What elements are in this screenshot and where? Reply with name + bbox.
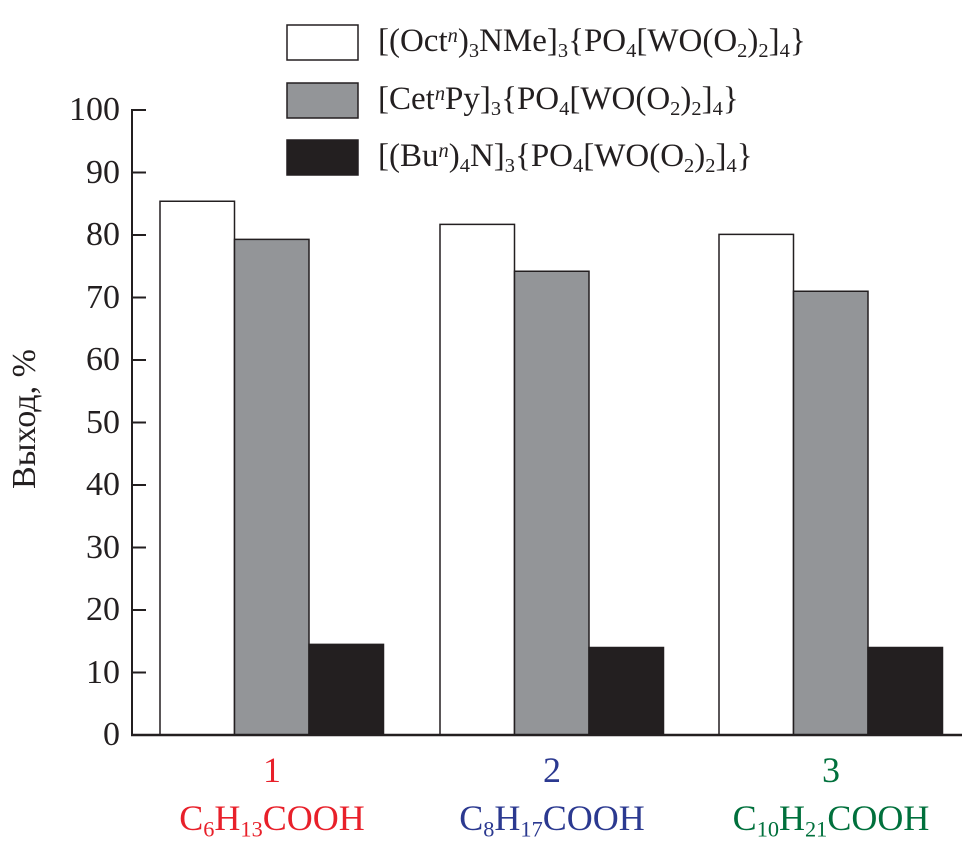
bar-series1-cat1 — [159, 200, 236, 736]
legend-label-3: [(Bun)4N]3{PO4[WO(O2)2]4} — [378, 138, 753, 178]
legend-swatch-3 — [286, 139, 359, 176]
category-formula: C10H21COOH — [732, 798, 930, 842]
bar-series2-cat3 — [792, 290, 869, 736]
y-axis-label: Выход, % — [6, 349, 43, 489]
category-formula: C6H13COOH — [179, 798, 365, 842]
y-tick-label: 40 — [86, 466, 120, 503]
bar-series2-cat1 — [233, 238, 310, 736]
y-tick-label: 10 — [86, 653, 120, 691]
y-tick-label: 80 — [86, 216, 120, 253]
y-tick-label: 100 — [69, 91, 120, 128]
legend-label-2: [CetnPy]3{PO4[WO(O2)2]4} — [378, 81, 739, 121]
y-tick-label: 70 — [86, 278, 120, 316]
legend-swatch-1 — [286, 24, 359, 61]
bar-series3-cat1 — [308, 643, 385, 736]
y-tick-label: 60 — [86, 341, 120, 378]
bar-series3-cat3 — [867, 646, 944, 736]
category-number: 1 — [263, 750, 281, 790]
y-tick-label: 90 — [86, 153, 120, 191]
bar-series1-cat3 — [718, 233, 795, 736]
bar-series1-cat2 — [439, 223, 516, 736]
category-number: 2 — [543, 750, 561, 790]
legend-swatch-2 — [286, 82, 359, 119]
y-tick-label: 30 — [86, 528, 120, 566]
y-tick-label: 50 — [86, 403, 120, 441]
bar-series3-cat2 — [588, 646, 665, 736]
category-formula: C8H17COOH — [459, 798, 645, 842]
legend-label-1: [(Octn)3NMe]3{PO4[WO(O2)2]4} — [378, 23, 806, 63]
y-tick-label: 20 — [86, 591, 120, 628]
y-tick-label: 0 — [103, 716, 120, 753]
bar-series2-cat2 — [513, 270, 590, 736]
category-number: 3 — [822, 750, 840, 790]
